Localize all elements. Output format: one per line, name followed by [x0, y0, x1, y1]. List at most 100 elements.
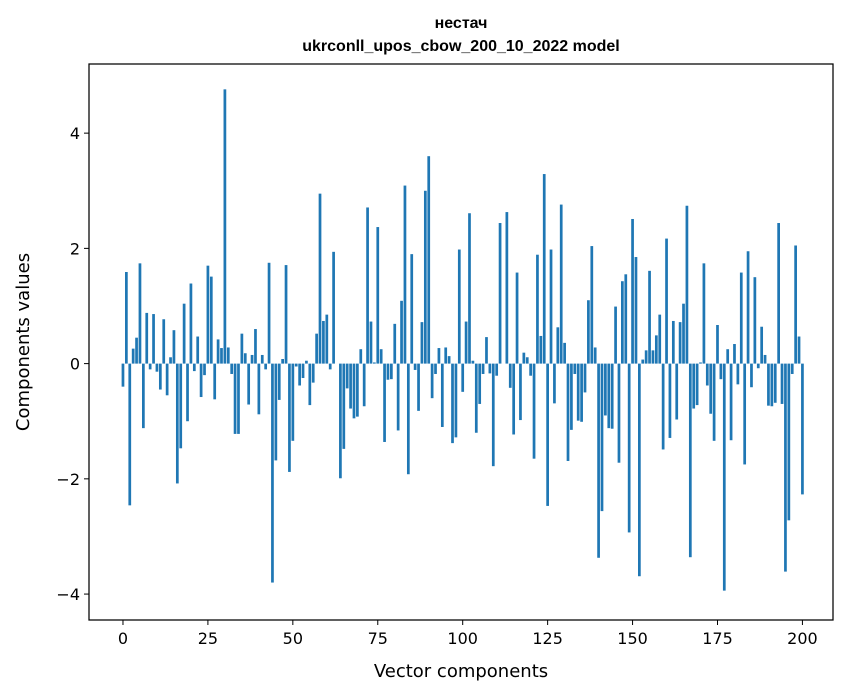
- bar: [546, 363, 549, 506]
- bar: [610, 363, 614, 429]
- bar: [444, 347, 448, 364]
- x-tick-label: 0: [118, 629, 128, 648]
- bar: [508, 363, 512, 388]
- bar: [427, 156, 431, 364]
- bar: [549, 249, 553, 364]
- bar: [182, 303, 186, 364]
- chart-title: нестач: [435, 15, 488, 32]
- bar: [593, 347, 597, 364]
- bar: [264, 363, 268, 370]
- bar: [328, 363, 332, 370]
- bar: [559, 204, 563, 364]
- x-tick-label: 75: [368, 629, 388, 648]
- bar: [423, 190, 427, 364]
- bar: [135, 337, 138, 364]
- x-tick-label: 50: [283, 629, 303, 648]
- bar: [342, 363, 346, 449]
- bar: [233, 363, 237, 434]
- x-tick-label: 100: [447, 629, 478, 648]
- bar: [525, 357, 529, 364]
- y-axis-label: Components values: [13, 253, 34, 431]
- bar: [284, 265, 288, 364]
- bar: [464, 321, 468, 364]
- bar: [308, 363, 312, 406]
- bar: [668, 363, 672, 438]
- bar: [468, 213, 471, 364]
- bar: [522, 352, 526, 364]
- bar: [675, 363, 679, 420]
- bar: [213, 363, 217, 400]
- bar: [121, 363, 125, 387]
- bar: [505, 212, 509, 364]
- x-tick-label: 175: [702, 629, 733, 648]
- bar: [794, 245, 797, 364]
- bar: [743, 363, 747, 465]
- bar: [739, 272, 743, 364]
- bar: [175, 363, 179, 484]
- bar: [736, 363, 740, 385]
- bar: [196, 336, 200, 364]
- bar: [688, 363, 692, 558]
- bar: [784, 363, 787, 572]
- bar: [621, 281, 624, 364]
- bar: [746, 251, 750, 364]
- bar: [481, 363, 485, 374]
- bar: [529, 363, 532, 376]
- bar: [515, 272, 519, 364]
- bar: [393, 323, 397, 364]
- bar: [152, 314, 155, 364]
- bar: [288, 363, 291, 472]
- bar: [587, 300, 590, 364]
- bar: [192, 363, 196, 372]
- bar: [165, 363, 169, 396]
- bar: [345, 363, 349, 389]
- bar: [209, 276, 213, 364]
- plot-frame: [88, 63, 834, 621]
- bar: [430, 363, 434, 399]
- bar: [400, 300, 403, 364]
- bar: [566, 363, 570, 461]
- y-tick-label: −2: [56, 470, 80, 489]
- bar: [128, 363, 132, 506]
- bar: [267, 262, 271, 364]
- bar: [454, 363, 458, 438]
- bar: [553, 363, 556, 404]
- bar: [607, 363, 611, 429]
- bars-group: [121, 89, 804, 591]
- bar: [678, 322, 682, 364]
- bar: [349, 363, 352, 409]
- bar: [125, 272, 128, 364]
- bar: [373, 362, 376, 364]
- bar: [617, 363, 621, 463]
- bar: [352, 363, 356, 419]
- bar: [291, 363, 295, 441]
- bar: [301, 363, 305, 379]
- bar: [189, 283, 193, 364]
- bar: [142, 363, 145, 429]
- bar: [712, 363, 716, 441]
- bar: [383, 363, 386, 442]
- bar: [148, 363, 152, 370]
- bar: [274, 363, 278, 461]
- x-tick-label: 25: [198, 629, 218, 648]
- bar: [787, 363, 791, 521]
- bar: [220, 348, 223, 364]
- bar: [315, 333, 318, 364]
- x-axis-label: Vector components: [374, 661, 548, 682]
- y-axis-ticks: −4 −2 0 2 4: [56, 124, 89, 604]
- bar: [162, 319, 166, 364]
- bar: [230, 363, 234, 374]
- bar: [600, 363, 604, 512]
- bar: [583, 363, 587, 393]
- bar: [417, 363, 420, 411]
- bar: [671, 320, 675, 364]
- bar: [169, 357, 172, 364]
- bar: [386, 363, 390, 380]
- bar: [260, 354, 264, 364]
- bar: [240, 333, 244, 364]
- bar: [369, 321, 373, 364]
- bar: [539, 335, 543, 364]
- bar: [733, 344, 736, 364]
- x-axis-ticks: 0 25 50 75 100 125 150 175 200: [118, 620, 818, 648]
